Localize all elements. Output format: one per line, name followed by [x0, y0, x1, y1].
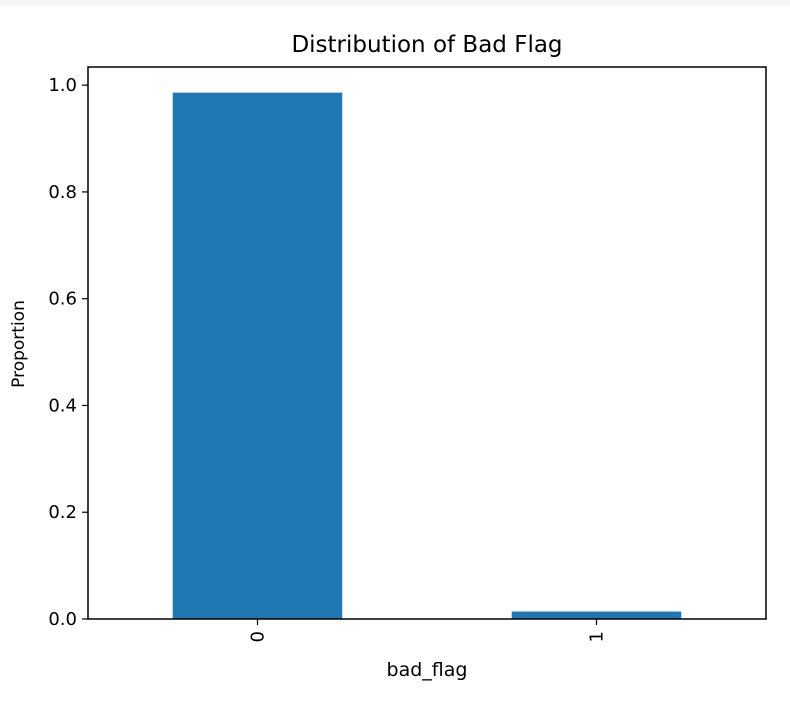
y-tick-label: 0.0 — [48, 609, 77, 630]
y-tick-label: 0.6 — [48, 289, 77, 310]
chart-title: Distribution of Bad Flag — [291, 32, 562, 58]
x-tick-label: 1 — [587, 631, 608, 642]
bars-group — [172, 92, 682, 619]
x-axis-label: bad_flag — [387, 659, 468, 681]
y-axis-label: Proportion — [9, 300, 29, 388]
y-ticks-group: 0.0 0.2 0.4 0.6 0.8 1.0 — [48, 75, 88, 630]
x-tick-label: 0 — [248, 631, 269, 642]
bar-1 — [511, 611, 682, 619]
y-tick-label: 1.0 — [48, 75, 77, 96]
y-tick-label: 0.2 — [48, 502, 77, 523]
top-strip — [0, 0, 790, 6]
plot-frame — [87, 66, 767, 620]
y-tick-label: 0.8 — [48, 182, 77, 203]
bar-0 — [172, 92, 343, 619]
y-tick-label: 0.4 — [48, 395, 77, 416]
